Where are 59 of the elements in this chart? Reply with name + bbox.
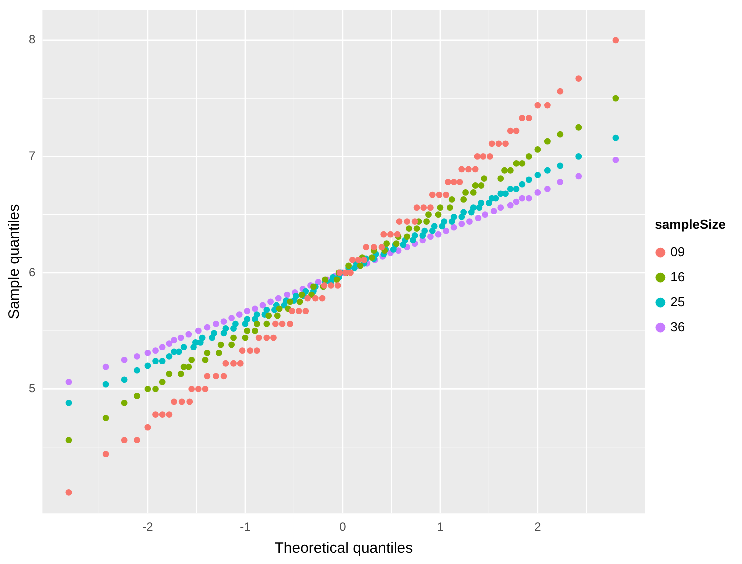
- point: [252, 306, 258, 312]
- point: [284, 292, 291, 298]
- point: [519, 195, 526, 202]
- point: [152, 348, 159, 354]
- point: [526, 195, 532, 202]
- point: [134, 353, 140, 360]
- point: [178, 334, 184, 342]
- point: [612, 156, 620, 164]
- point: [244, 308, 251, 315]
- x-tick-label: 0: [340, 520, 347, 534]
- point: [466, 218, 473, 225]
- point: [534, 190, 542, 196]
- point: [228, 315, 236, 322]
- point: [544, 186, 551, 192]
- y-axis-title: Sample quantiles: [6, 204, 24, 320]
- point: [171, 337, 178, 344]
- x-tick-label: 2: [534, 520, 542, 534]
- point: [498, 204, 504, 212]
- point: [186, 331, 192, 338]
- x-tick-label: -1: [240, 520, 252, 534]
- point: [450, 224, 458, 231]
- legend-label: 09: [670, 244, 686, 260]
- point: [557, 179, 564, 186]
- point: [144, 350, 152, 356]
- x-tick-label: 1: [437, 520, 444, 534]
- point: [260, 302, 266, 309]
- legend-label: 36: [670, 319, 686, 334]
- point: [102, 364, 110, 370]
- y-tick-label: 5: [28, 382, 36, 396]
- point: [159, 344, 166, 351]
- point: [268, 298, 274, 306]
- x-tick-label: -2: [142, 520, 154, 534]
- point: [475, 215, 482, 222]
- y-tick-label: 6: [28, 265, 36, 280]
- point: [275, 295, 282, 302]
- point: [507, 202, 514, 209]
- point: [576, 173, 582, 180]
- point: [482, 212, 488, 218]
- y-tick-label: 7: [28, 149, 36, 163]
- point: [66, 379, 72, 386]
- point: [195, 328, 202, 334]
- point: [458, 220, 466, 228]
- legend-label: 25: [670, 294, 686, 310]
- point: [513, 198, 520, 206]
- point: [315, 279, 322, 286]
- point: [443, 228, 450, 234]
- legend-title: sampleSize: [655, 216, 726, 232]
- point: [204, 324, 211, 331]
- point: [220, 318, 228, 325]
- x-axis-title: Theoretical quantiles: [274, 540, 414, 558]
- point: [236, 312, 243, 318]
- point: [490, 208, 498, 215]
- point: [166, 340, 173, 348]
- point: [428, 234, 434, 240]
- point: [213, 320, 220, 328]
- point: [121, 356, 128, 364]
- point: [435, 231, 442, 238]
- legend-label: 16: [670, 269, 686, 284]
- y-tick-label: 8: [28, 32, 36, 47]
